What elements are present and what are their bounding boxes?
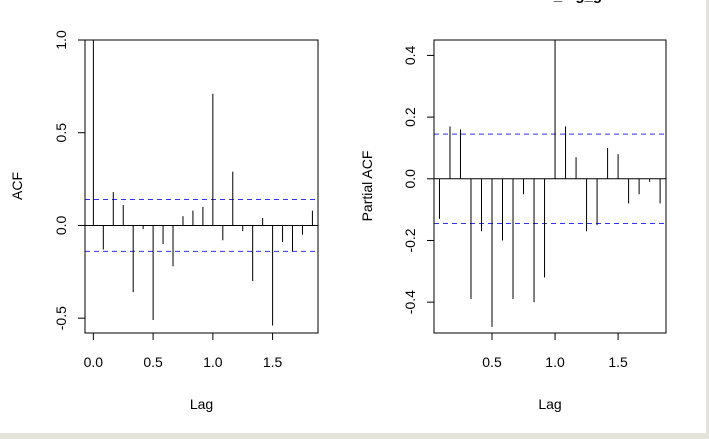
x-axis-label: Lag — [538, 396, 561, 412]
y-tick-label: -0.4 — [402, 290, 418, 314]
x-tick-label: 1.0 — [203, 354, 223, 370]
x-axis-label: Lag — [190, 396, 213, 412]
x-tick-label: 1.5 — [608, 354, 628, 370]
y-axis-label: ACF — [9, 172, 25, 200]
x-tick-label: 0.0 — [84, 354, 104, 370]
y-tick-label: 0.4 — [402, 45, 418, 65]
x-tick-label: 0.5 — [143, 354, 163, 370]
chart-title: x6 — [193, 0, 210, 4]
y-tick-label: 0.2 — [402, 107, 418, 127]
x-tick-label: 1.0 — [545, 354, 565, 370]
y-tick-label: -0.2 — [402, 228, 418, 252]
y-axis-label: Partial ACF — [359, 151, 375, 222]
plot-frame — [433, 39, 667, 334]
pacf-panel: Series diff_log_gas 0.5 1.0 1.5 -0.4 -0.2 0.0 0… — [359, 0, 667, 412]
x-tick-label: 1.5 — [263, 354, 283, 370]
chart-title: Series diff_log_gas — [481, 0, 619, 4]
y-tick-label: 0.0 — [53, 216, 69, 236]
acf-panel: x6 0.0 0.5 1.0 1.5 -0.5 0.0 0.5 1.0 Lag ACF — [9, 0, 319, 412]
y-tick-label: 1.0 — [53, 30, 69, 50]
x-tick-label: 0.5 — [482, 354, 502, 370]
plot-frame — [84, 39, 319, 334]
y-tick-label: -0.5 — [53, 306, 69, 330]
y-tick-label: 0.5 — [53, 123, 69, 143]
y-tick-label: 0.0 — [402, 169, 418, 189]
